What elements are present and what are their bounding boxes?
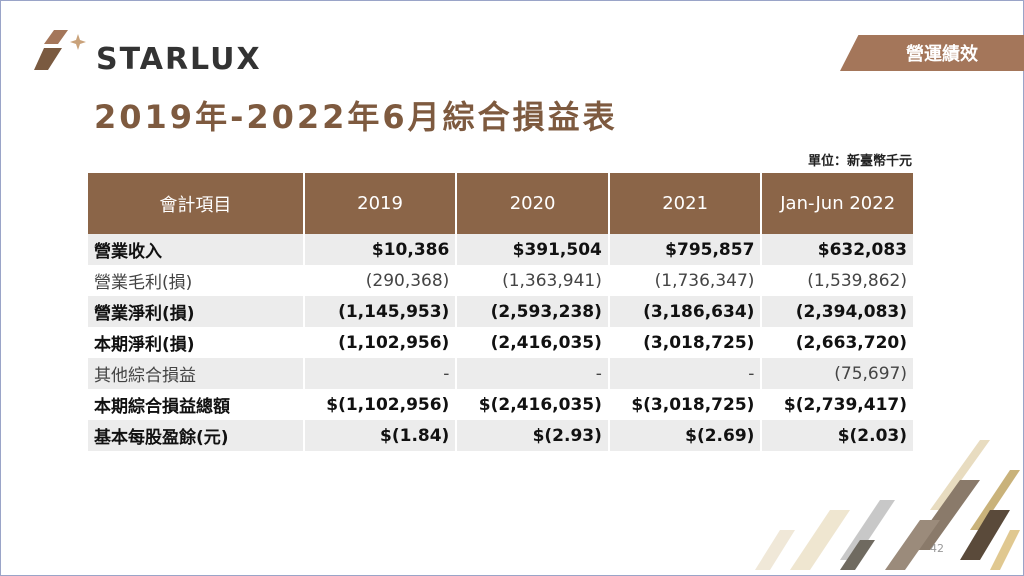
col-header-2022h1: Jan-Jun 2022 [762, 173, 913, 234]
cell-value: $795,857 [609, 234, 761, 265]
cell-value: (2,394,083) [762, 296, 913, 327]
unit-note: 單位：新臺幣千元 [807, 154, 912, 169]
row-label: 營業收入 [88, 234, 303, 265]
cell-value: $(1.84) [304, 420, 456, 451]
cell-value: - [457, 358, 608, 389]
table-row: 本期淨利(損) (1,102,956) (2,416,035) (3,018,7… [88, 327, 913, 358]
cell-value: (290,368) [365, 270, 450, 291]
cell-value: (1,539,862) [807, 270, 907, 291]
starlux-logo-icon [34, 30, 86, 70]
cell-value: $(2.03) [762, 420, 913, 451]
cell-value: $(2,416,035) [478, 394, 602, 415]
cell-value: $(3,018,725) [631, 394, 755, 415]
col-header-2019: 2019 [304, 173, 456, 234]
cell-value: $(1,102,956) [326, 394, 450, 415]
cell-value: $391,504 [457, 234, 608, 265]
cell-value: $632,083 [762, 234, 913, 265]
col-header-item: 會計項目 [88, 173, 303, 234]
cell-value: $(2.69) [609, 420, 761, 451]
table-row: 營業毛利(損) (290,368) (1,363,941) (1,736,347… [88, 265, 913, 296]
cell-value: (1,736,347) [654, 270, 755, 291]
table-row: 本期綜合損益總額 $(1,102,956) $(2,416,035) $(3,0… [88, 389, 913, 420]
cell-value: (2,593,238) [457, 296, 608, 327]
page-title: 2019年-2022年6月綜合損益表 [94, 98, 618, 136]
cell-value: (3,186,634) [609, 296, 761, 327]
table-header-row: 會計項目 2019 2020 2021 Jan-Jun 2022 [88, 173, 913, 234]
cell-value: $(2,739,417) [783, 394, 907, 415]
col-header-2020: 2020 [457, 173, 608, 234]
cell-value: $(2.93) [457, 420, 608, 451]
cell-value: (1,102,956) [338, 332, 450, 353]
table-row: 基本每股盈餘(元) $(1.84) $(2.93) $(2.69) $(2.03… [88, 420, 913, 451]
table-row: 營業收入 $10,386 $391,504 $795,857 $632,083 [88, 234, 913, 265]
section-label: 營運績效 [906, 44, 978, 65]
cell-value: (2,416,035) [490, 332, 602, 353]
cell-value: (1,363,941) [502, 270, 602, 291]
row-label: 營業毛利(損) [94, 273, 193, 293]
cell-value: (3,018,725) [643, 332, 755, 353]
income-statement-table: 會計項目 2019 2020 2021 Jan-Jun 2022 營業收入 $1… [86, 173, 915, 451]
row-label: 基本每股盈餘(元) [88, 420, 303, 451]
page-number: 42 [930, 542, 944, 555]
row-label: 營業淨利(損) [88, 296, 303, 327]
cell-value: (75,697) [762, 358, 913, 389]
row-label: 其他綜合損益 [88, 358, 303, 389]
cell-value: - [609, 358, 761, 389]
cell-value: (1,145,953) [304, 296, 456, 327]
row-label: 本期綜合損益總額 [94, 397, 230, 417]
cell-value: $10,386 [304, 234, 456, 265]
section-tab: 營運績效 [840, 35, 1024, 71]
brand-name: STARLUX [96, 42, 262, 77]
col-header-2021: 2021 [609, 173, 761, 234]
table-row: 營業淨利(損) (1,145,953) (2,593,238) (3,186,6… [88, 296, 913, 327]
decorative-stripes [755, 440, 1020, 570]
table-row: 其他綜合損益 - - - (75,697) [88, 358, 913, 389]
row-label: 本期淨利(損) [94, 335, 195, 355]
cell-value: (2,663,720) [795, 332, 907, 353]
cell-value: - [304, 358, 456, 389]
